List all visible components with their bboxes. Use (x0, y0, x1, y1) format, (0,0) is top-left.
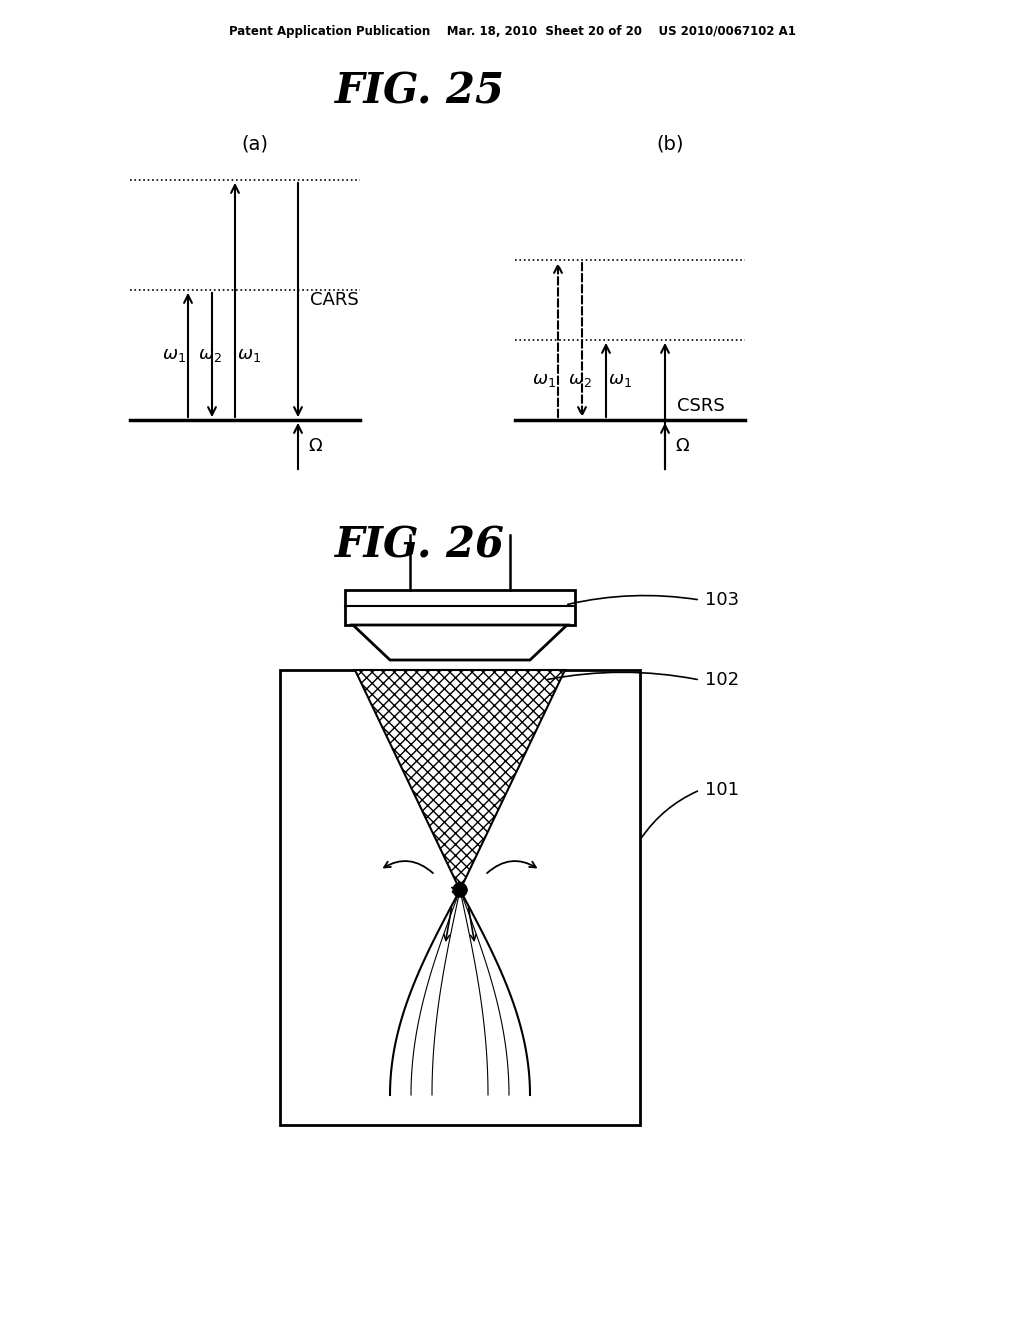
Text: FIG. 25: FIG. 25 (335, 70, 505, 112)
Bar (345, 590, 575, 624)
Text: $\omega_1$: $\omega_1$ (237, 346, 261, 364)
Text: 103: 103 (705, 591, 739, 609)
Bar (280, 671, 640, 1125)
Text: CSRS: CSRS (677, 397, 725, 414)
Text: (a): (a) (242, 135, 268, 154)
Text: 101: 101 (705, 781, 739, 799)
Polygon shape (353, 624, 567, 660)
Text: $\omega_1$: $\omega_1$ (162, 346, 186, 364)
Text: Patent Application Publication    Mar. 18, 2010  Sheet 20 of 20    US 2010/00671: Patent Application Publication Mar. 18, … (228, 25, 796, 38)
Polygon shape (355, 671, 565, 890)
Text: Ω: Ω (675, 437, 688, 455)
Text: (b): (b) (656, 135, 684, 154)
Text: CARS: CARS (310, 290, 358, 309)
Text: FIG. 26: FIG. 26 (335, 525, 505, 568)
Text: $\omega_2$: $\omega_2$ (568, 371, 592, 389)
Text: $\omega_2$: $\omega_2$ (198, 346, 222, 364)
Text: $\omega_1$: $\omega_1$ (532, 371, 556, 389)
Text: 102: 102 (705, 671, 739, 689)
Text: $\omega_1$: $\omega_1$ (608, 371, 632, 389)
Circle shape (453, 883, 467, 898)
Text: Ω: Ω (308, 437, 322, 455)
